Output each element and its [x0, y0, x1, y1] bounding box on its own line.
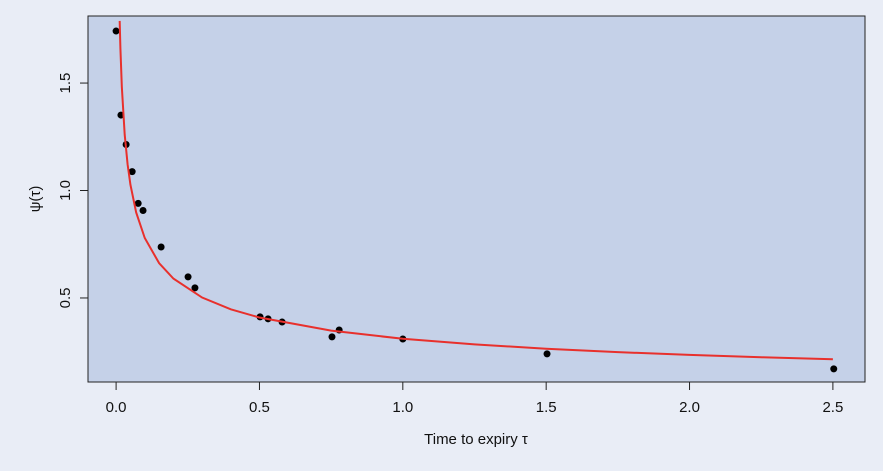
data-point: [134, 199, 142, 207]
x-tick-label: 2.5: [822, 399, 843, 416]
x-tick-label: 0.5: [249, 399, 270, 416]
x-tick-label: 0.0: [106, 399, 127, 416]
x-tick-label: 2.0: [679, 399, 700, 416]
data-point: [191, 284, 199, 292]
x-tick-label: 1.0: [392, 399, 413, 416]
data-point: [157, 243, 165, 251]
y-tick-label: 1.0: [57, 180, 74, 201]
plot-area: [87, 15, 866, 383]
y-axis-label: ψ(τ): [27, 186, 44, 213]
data-point: [328, 333, 336, 341]
data-point: [830, 365, 838, 373]
x-tick-label: 1.5: [536, 399, 557, 416]
fit-line: [118, 20, 833, 361]
data-point: [128, 168, 136, 176]
y-tick-label: 1.5: [57, 73, 74, 94]
data-point: [112, 27, 120, 35]
data-point: [139, 206, 147, 214]
data-point: [543, 350, 551, 358]
data-point: [184, 273, 192, 281]
x-axis-label: Time to expiry τ: [424, 431, 528, 448]
y-tick-label: 0.5: [57, 288, 74, 309]
